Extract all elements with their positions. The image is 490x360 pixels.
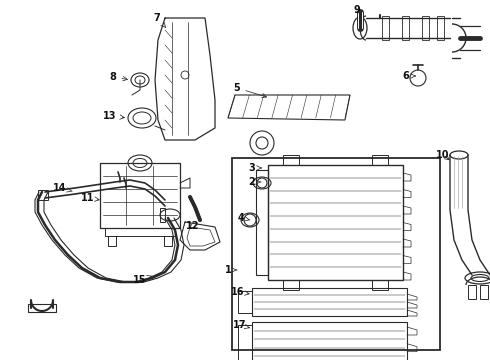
Bar xyxy=(283,280,299,290)
Bar xyxy=(480,285,488,299)
Text: 5: 5 xyxy=(234,83,267,98)
Bar xyxy=(252,322,407,360)
Text: 11: 11 xyxy=(81,193,99,203)
Bar xyxy=(105,228,175,236)
Text: 3: 3 xyxy=(248,163,261,173)
Bar xyxy=(372,155,388,165)
Bar xyxy=(38,190,48,200)
Bar xyxy=(256,170,268,275)
Text: 17: 17 xyxy=(233,320,249,330)
Bar xyxy=(372,280,388,290)
Bar xyxy=(468,285,476,299)
Text: 12: 12 xyxy=(186,221,200,231)
Bar xyxy=(382,16,389,40)
Bar xyxy=(108,236,116,246)
Bar xyxy=(28,304,56,312)
Text: 14: 14 xyxy=(53,183,72,193)
Bar xyxy=(164,236,172,246)
Bar xyxy=(252,288,407,316)
Bar xyxy=(160,208,165,222)
Text: 7: 7 xyxy=(154,13,166,27)
Bar xyxy=(238,291,252,313)
Bar xyxy=(232,158,440,350)
Text: 2: 2 xyxy=(248,177,261,187)
Text: 15: 15 xyxy=(133,275,152,285)
Bar xyxy=(422,16,429,40)
Text: 13: 13 xyxy=(103,111,124,121)
Text: 6: 6 xyxy=(403,71,415,81)
Bar xyxy=(283,155,299,165)
Text: 10: 10 xyxy=(436,150,450,160)
Text: 1: 1 xyxy=(224,265,237,275)
Bar xyxy=(100,163,180,228)
Text: 16: 16 xyxy=(231,287,249,297)
Text: 9: 9 xyxy=(354,5,361,15)
Text: 8: 8 xyxy=(110,72,127,82)
Bar xyxy=(437,16,444,40)
Bar xyxy=(268,165,403,280)
Text: 4: 4 xyxy=(238,213,250,223)
Bar xyxy=(402,16,409,40)
Bar xyxy=(238,325,252,360)
